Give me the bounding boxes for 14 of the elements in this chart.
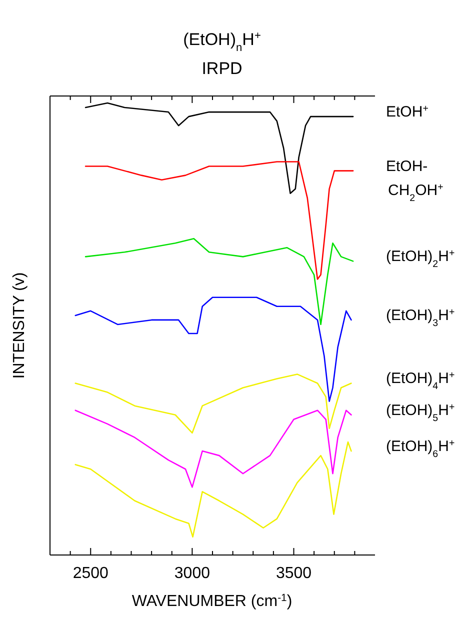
x-tick-label: 3000 [174, 565, 210, 582]
y-axis-title: INTENSITY (v) [11, 272, 28, 379]
text: (EtOH)$_{3}$H$^{+}$ [386, 306, 455, 328]
x-axis-title: WAVENUMBER (cm$^{-1}$) [132, 592, 292, 610]
chart-subtitle: IRPD [202, 59, 242, 78]
x-tick-label: 2500 [72, 565, 109, 582]
text: (EtOH)$_{4}$H$^{+}$ [386, 370, 455, 392]
x-tick-label: 3500 [276, 565, 312, 582]
chart-title: (EtOH)$_{n}$H$^{+}$ [183, 30, 261, 54]
text: EtOH$^{+}$ [386, 103, 429, 121]
text: (EtOH)$_{5}$H$^{+}$ [386, 401, 455, 424]
text: EtOH-CH$_{2}$OH$^{+}$ [386, 158, 444, 204]
text: (EtOH)$_{6}$H$^{+}$ [386, 438, 455, 460]
text: (EtOH)$_{2}$H$^{+}$ [386, 248, 455, 270]
